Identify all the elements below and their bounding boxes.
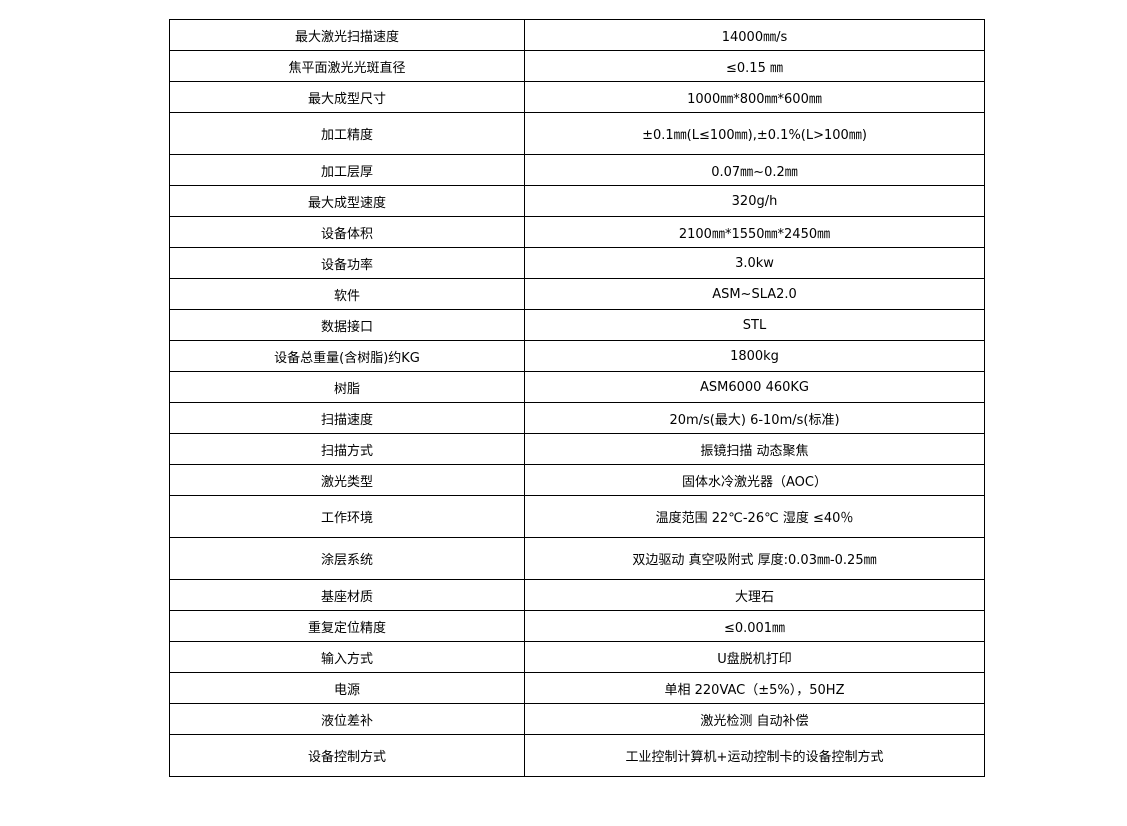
table-row: 工作环境 温度范围 22℃-26℃ 湿度 ≤40％ <box>169 495 985 538</box>
spec-label: 软件 <box>169 278 525 310</box>
table-row: 树脂 ASM6000 460KG <box>169 371 985 403</box>
spec-value: 单相 220VAC（±5%），50HZ <box>524 672 985 704</box>
table-row: 液位差补 激光检测 自动补偿 <box>169 703 985 735</box>
spec-value: ±0.1㎜(L≤100㎜),±0.1%(L>100㎜) <box>524 112 985 155</box>
spec-value: 3.0kw <box>524 247 985 279</box>
spec-value: 工业控制计算机+运动控制卡的设备控制方式 <box>524 734 985 777</box>
table-row: 加工精度 ±0.1㎜(L≤100㎜),±0.1%(L>100㎜) <box>169 112 985 155</box>
spec-value: 0.07㎜~0.2㎜ <box>524 154 985 186</box>
spec-label: 输入方式 <box>169 641 525 673</box>
spec-label: 设备体积 <box>169 216 525 248</box>
spec-label: 焦平面激光光斑直径 <box>169 50 525 82</box>
spec-label: 扫描速度 <box>169 402 525 434</box>
table-row: 设备功率 3.0kw <box>169 247 985 279</box>
table-row: 涂层系统 双边驱动 真空吸附式 厚度:0.03㎜-0.25㎜ <box>169 537 985 580</box>
spec-label: 设备功率 <box>169 247 525 279</box>
spec-value: ≤0.001㎜ <box>524 610 985 642</box>
table-row: 加工层厚 0.07㎜~0.2㎜ <box>169 154 985 186</box>
spec-value: 320g/h <box>524 185 985 217</box>
spec-value: U盘脱机打印 <box>524 641 985 673</box>
table-row: 最大成型速度 320g/h <box>169 185 985 217</box>
spec-value: 2100㎜*1550㎜*2450㎜ <box>524 216 985 248</box>
table-row: 电源 单相 220VAC（±5%），50HZ <box>169 672 985 704</box>
spec-value: 激光检测 自动补偿 <box>524 703 985 735</box>
spec-value: 14000㎜/s <box>524 19 985 51</box>
spec-value: 大理石 <box>524 579 985 611</box>
table-row: 激光类型 固体水冷激光器（AOC） <box>169 464 985 496</box>
table-row: 最大激光扫描速度 14000㎜/s <box>169 19 985 51</box>
table-row: 设备控制方式 工业控制计算机+运动控制卡的设备控制方式 <box>169 734 985 777</box>
table-row: 设备体积 2100㎜*1550㎜*2450㎜ <box>169 216 985 248</box>
spec-label: 液位差补 <box>169 703 525 735</box>
table-row: 基座材质 大理石 <box>169 579 985 611</box>
spec-label: 电源 <box>169 672 525 704</box>
spec-label: 树脂 <box>169 371 525 403</box>
spec-value: ASM~SLA2.0 <box>524 278 985 310</box>
table-row: 焦平面激光光斑直径 ≤0.15 ㎜ <box>169 50 985 82</box>
table-row: 最大成型尺寸 1000㎜*800㎜*600㎜ <box>169 81 985 113</box>
spec-label: 重复定位精度 <box>169 610 525 642</box>
spec-value: 20m/s(最大) 6-10m/s(标准) <box>524 402 985 434</box>
spec-label: 设备控制方式 <box>169 734 525 777</box>
spec-label: 激光类型 <box>169 464 525 496</box>
spec-value: 1800kg <box>524 340 985 372</box>
spec-label: 加工精度 <box>169 112 525 155</box>
spec-value: 振镜扫描 动态聚焦 <box>524 433 985 465</box>
spec-value: 1000㎜*800㎜*600㎜ <box>524 81 985 113</box>
table-row: 扫描速度 20m/s(最大) 6-10m/s(标准) <box>169 402 985 434</box>
spec-label: 扫描方式 <box>169 433 525 465</box>
spec-label: 涂层系统 <box>169 537 525 580</box>
table-row: 输入方式 U盘脱机打印 <box>169 641 985 673</box>
table-row: 软件 ASM~SLA2.0 <box>169 278 985 310</box>
spec-label: 基座材质 <box>169 579 525 611</box>
table-row: 设备总重量(含树脂)约KG 1800kg <box>169 340 985 372</box>
spec-value: STL <box>524 309 985 341</box>
table-row: 重复定位精度 ≤0.001㎜ <box>169 610 985 642</box>
spec-label: 数据接口 <box>169 309 525 341</box>
spec-value: 固体水冷激光器（AOC） <box>524 464 985 496</box>
spec-label: 最大成型速度 <box>169 185 525 217</box>
spec-label: 最大激光扫描速度 <box>169 19 525 51</box>
spec-label: 最大成型尺寸 <box>169 81 525 113</box>
spec-label: 加工层厚 <box>169 154 525 186</box>
table-row: 数据接口 STL <box>169 309 985 341</box>
spec-value: ≤0.15 ㎜ <box>524 50 985 82</box>
spec-value: 双边驱动 真空吸附式 厚度:0.03㎜-0.25㎜ <box>524 537 985 580</box>
spec-value: ASM6000 460KG <box>524 371 985 403</box>
spec-label: 工作环境 <box>169 495 525 538</box>
spec-label: 设备总重量(含树脂)约KG <box>169 340 525 372</box>
table-row: 扫描方式 振镜扫描 动态聚焦 <box>169 433 985 465</box>
spec-value: 温度范围 22℃-26℃ 湿度 ≤40％ <box>524 495 985 538</box>
